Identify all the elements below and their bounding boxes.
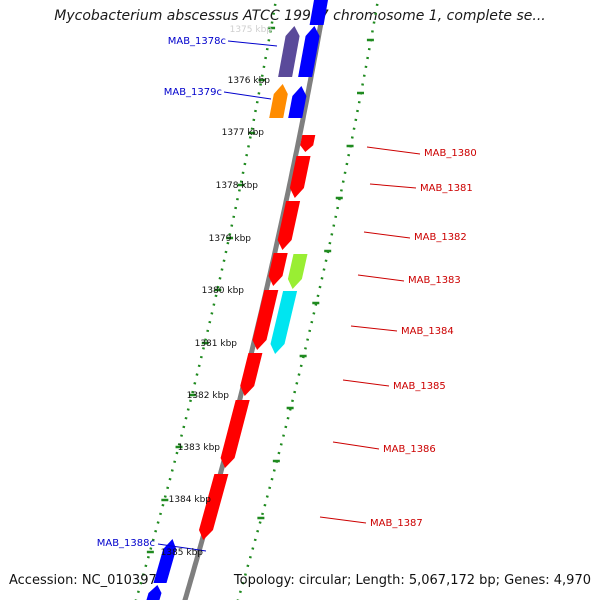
kbp-label-1381: 1381 kbp <box>195 339 238 349</box>
gene-arrow-red-1384a[interactable] <box>252 290 279 350</box>
gene-label-lines <box>157 40 421 552</box>
kbp-label-1377: 1377 kbp <box>222 128 265 138</box>
gene-arrow-mab-1380[interactable] <box>300 135 316 152</box>
kbp-label-1385: 1385 kbp <box>161 548 204 558</box>
accession-text: Accession: NC_010397 <box>9 573 157 588</box>
gene-arrow-blue-3[interactable] <box>288 86 307 118</box>
label-connector-2 <box>366 146 421 155</box>
map-title: Mycobacterium abscessus ATCC 19977 chrom… <box>54 8 546 24</box>
topology-text: Topology: circular; Length: 5,067,172 bp… <box>233 573 591 588</box>
kbp-scale: 1375 kbp 1376 kbp 1377 kbp 1378 kbp 1379… <box>161 25 273 558</box>
label-connector-10 <box>157 543 207 552</box>
gene-arrow-mab-1385[interactable] <box>240 353 263 396</box>
gene-label-mab-1388c[interactable]: MAB_1388c <box>97 538 155 549</box>
gene-label-mab-1385[interactable]: MAB_1385 <box>393 381 446 392</box>
gene-arrow-mab-1384[interactable] <box>270 291 298 354</box>
gene-label-mab-1381[interactable]: MAB_1381 <box>420 183 473 194</box>
label-connector-3 <box>369 183 417 189</box>
label-connector-8 <box>332 441 380 450</box>
gene-label-mab-1382[interactable]: MAB_1382 <box>414 232 467 243</box>
gene-arrow-mab-1383[interactable] <box>287 254 308 289</box>
label-connector-5 <box>357 274 405 282</box>
gene-arrow-mab-1386[interactable] <box>220 400 250 468</box>
label-connector-9 <box>319 516 367 524</box>
gene-arrow-red-1383a[interactable] <box>268 253 288 286</box>
gene-arrow-mab-1381[interactable] <box>289 156 311 198</box>
gene-arrow-mab-1379c[interactable] <box>269 84 288 118</box>
gene-label-mab-1383[interactable]: MAB_1383 <box>408 275 461 286</box>
gene-features <box>145 0 328 600</box>
gene-arrow-mab-1382[interactable] <box>277 201 301 250</box>
gene-arrow-mab-1387[interactable] <box>199 474 229 540</box>
kbp-label-1376: 1376 kbp <box>228 76 271 86</box>
label-connector-4 <box>363 231 411 239</box>
label-connector-6 <box>350 325 398 332</box>
gene-label-mab-1380[interactable]: MAB_1380 <box>424 148 477 159</box>
gene-names: MAB_1378c MAB_1379c MAB_1380 MAB_1381 MA… <box>97 36 477 549</box>
label-connector-7 <box>342 379 390 387</box>
gene-label-mab-1378c[interactable]: MAB_1378c <box>168 36 226 47</box>
kbp-label-1384: 1384 kbp <box>169 495 212 505</box>
ruler-ticks <box>146 26 374 554</box>
label-connector-1 <box>223 91 272 100</box>
gene-arrow-blue-2[interactable] <box>298 26 320 77</box>
gene-label-mab-1387[interactable]: MAB_1387 <box>370 518 423 529</box>
gene-label-mab-1384[interactable]: MAB_1384 <box>401 326 454 337</box>
gene-arrow-mab-1388c[interactable] <box>153 539 177 583</box>
gene-label-mab-1386[interactable]: MAB_1386 <box>383 444 436 455</box>
gene-arrow-blue-bottom[interactable] <box>145 585 162 600</box>
kbp-label-1375: 1375 kbp <box>230 25 273 35</box>
gene-label-mab-1379c[interactable]: MAB_1379c <box>164 87 222 98</box>
kbp-label-1383: 1383 kbp <box>178 443 221 453</box>
label-connector-0 <box>227 40 278 47</box>
kbp-label-1380: 1380 kbp <box>202 286 245 296</box>
kbp-label-1379: 1379 kbp <box>209 234 252 244</box>
kbp-label-1378: 1378 kbp <box>216 181 259 191</box>
kbp-label-1382: 1382 kbp <box>187 391 230 401</box>
gene-arrow-mab-1378c[interactable] <box>278 26 300 77</box>
gene-arrow-mab-1377[interactable] <box>309 0 328 25</box>
